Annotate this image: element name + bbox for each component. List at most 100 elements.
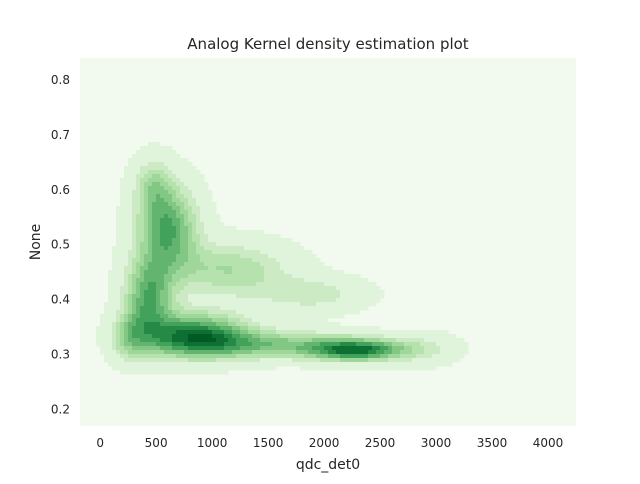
density-cell <box>164 210 169 215</box>
density-cell <box>352 346 357 351</box>
density-cell <box>228 254 233 259</box>
density-cell <box>152 366 157 371</box>
density-cell <box>240 354 245 359</box>
density-cell <box>204 270 209 275</box>
density-cell <box>152 234 157 239</box>
density-cell <box>252 362 257 367</box>
density-cell <box>176 166 181 171</box>
density-cell <box>196 246 201 251</box>
density-cell <box>324 270 329 275</box>
density-cell <box>204 182 209 187</box>
density-cell <box>188 290 193 295</box>
density-cell <box>144 318 149 323</box>
density-cell <box>276 322 281 327</box>
density-cell <box>156 246 161 251</box>
density-cell <box>200 214 205 219</box>
density-cell <box>240 262 245 267</box>
density-cell <box>228 258 233 263</box>
density-cell <box>136 242 141 247</box>
density-cell <box>124 350 129 355</box>
density-cell <box>268 266 273 271</box>
density-cell <box>308 306 313 311</box>
density-cell <box>292 290 297 295</box>
density-cell <box>156 154 161 159</box>
density-cell <box>320 318 325 323</box>
density-cell <box>248 314 253 319</box>
density-cell <box>140 150 145 155</box>
density-cell <box>160 214 165 219</box>
density-cell <box>188 202 193 207</box>
density-cell <box>124 250 129 255</box>
density-cell <box>136 366 141 371</box>
density-cell <box>440 330 445 335</box>
density-cell <box>424 334 429 339</box>
density-cell <box>408 362 413 367</box>
density-cell <box>136 238 141 243</box>
density-cell <box>288 330 293 335</box>
density-cell <box>152 286 157 291</box>
density-cell <box>408 338 413 343</box>
density-cell <box>252 274 257 279</box>
density-cell <box>356 306 361 311</box>
density-cell <box>140 330 145 335</box>
density-cell <box>248 338 253 343</box>
density-cell <box>152 358 157 363</box>
density-cell <box>180 250 185 255</box>
density-cell <box>344 346 349 351</box>
density-cell <box>204 278 209 283</box>
density-cell <box>312 282 317 287</box>
density-cell <box>164 346 169 351</box>
density-cell <box>116 246 121 251</box>
density-cell <box>152 318 157 323</box>
density-cell <box>176 238 181 243</box>
density-cell <box>164 366 169 371</box>
density-cell <box>272 262 277 267</box>
density-cell <box>196 358 201 363</box>
density-cell <box>132 354 137 359</box>
density-cell <box>156 178 161 183</box>
density-cell <box>280 298 285 303</box>
density-cell <box>152 206 157 211</box>
density-cell <box>160 358 165 363</box>
density-cell <box>96 342 101 347</box>
density-cell <box>172 254 177 259</box>
density-cell <box>116 322 121 327</box>
density-cell <box>316 294 321 299</box>
density-cell <box>224 298 229 303</box>
density-cell <box>284 282 289 287</box>
density-cell <box>412 346 417 351</box>
density-cell <box>196 174 201 179</box>
density-cell <box>228 270 233 275</box>
density-cell <box>252 298 257 303</box>
density-cell <box>156 198 161 203</box>
density-cell <box>220 238 225 243</box>
density-cell <box>160 366 165 371</box>
density-cell <box>160 166 165 171</box>
density-cell <box>204 226 209 231</box>
density-cell <box>276 306 281 311</box>
density-cell <box>236 358 241 363</box>
density-cell <box>348 362 353 367</box>
density-cell <box>120 342 125 347</box>
density-cell <box>216 226 221 231</box>
density-cell <box>176 282 181 287</box>
density-cell <box>120 246 125 251</box>
density-cell <box>132 322 137 327</box>
density-cell <box>316 314 321 319</box>
density-cell <box>244 334 249 339</box>
density-cell <box>264 298 269 303</box>
density-cell <box>192 182 197 187</box>
density-cell <box>400 342 405 347</box>
density-cell <box>160 258 165 263</box>
density-cell <box>208 198 213 203</box>
density-cell <box>260 342 265 347</box>
density-cell <box>168 282 173 287</box>
density-cell <box>200 342 205 347</box>
density-cell <box>364 342 369 347</box>
density-cell <box>252 310 257 315</box>
density-cell <box>128 334 133 339</box>
density-cell <box>256 318 261 323</box>
density-cell <box>144 278 149 283</box>
density-cell <box>164 218 169 223</box>
density-cell <box>340 278 345 283</box>
